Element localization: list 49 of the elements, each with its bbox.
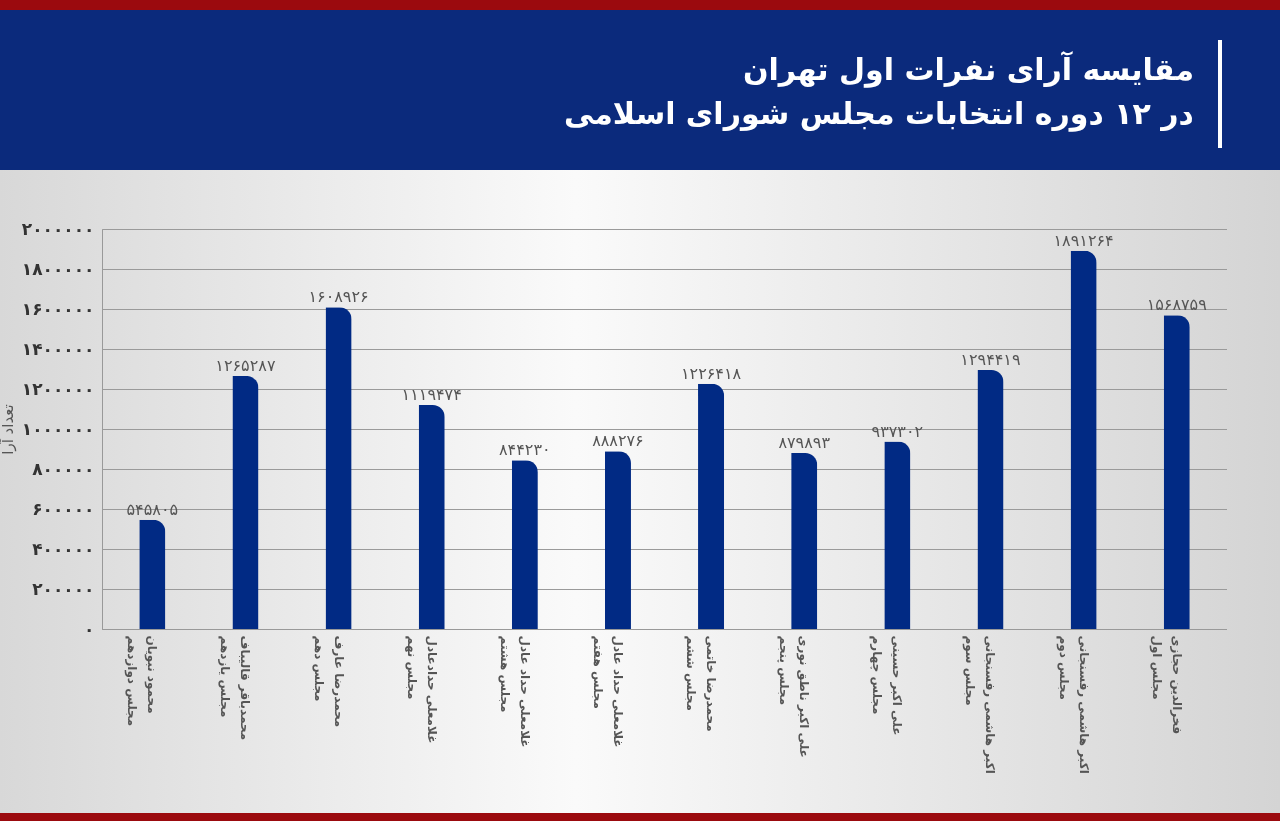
data-label: ۸۴۴۲۳۰ [499,440,551,460]
data-label: ۸۸۸۲۷۶ [592,431,644,451]
x-tick-label: محمدرضا عارف مجلس دهم [311,635,346,728]
y-tick-label: ۶۰۰۰۰۰ [32,498,95,519]
data-label: ۹۳۷۳۰۲ [871,421,924,441]
y-tick-label: ۲۰۰۰۰۰۰ [21,218,95,239]
bar [698,383,725,629]
bar [139,519,166,629]
x-tick-label: غلامعلی حداد عادل مجلس هفتم [590,635,625,748]
bar [604,451,631,629]
x-tick-label: غلامعلی حداد عادل مجلس هشتم [497,635,532,748]
x-tick-label: محمود نبویان مجلس دوازدهم [124,635,160,727]
y-tick-label: ۱۶۰۰۰۰۰ [21,298,95,319]
y-tick-label: ۱۴۰۰۰۰۰ [21,338,95,359]
y-tick-label: ۱۲۰۰۰۰۰ [21,378,95,399]
x-tick-label: اکبر هاشمی رفسنجانی مجلس سوم [962,635,998,774]
bar [1070,250,1097,629]
bar [232,375,259,629]
data-label: ۱۲۲۶۴۱۸ [680,363,742,383]
y-tick-label: ۰ [84,618,95,639]
x-tick-label: محمدرضا خاتمی مجلس ششم [684,635,719,732]
y-tick-label: ۲۰۰۰۰۰ [32,578,95,599]
data-label: ۱۲۶۵۲۸۷ [215,355,276,375]
x-tick-label: غلامعلی حدادعادل مجلس نهم [404,635,439,744]
bar [977,370,1004,629]
data-label: ۱۵۶۸۷۵۹ [1146,295,1207,315]
bar [511,460,538,629]
data-label: ۱۶۰۸۹۲۶ [308,287,369,307]
x-tick-label: فخرالدین حجازی مجلس اول [1148,635,1184,735]
bar [884,441,911,629]
chart-subtitle: در ۱۲ دوره انتخابات مجلس شورای اسلامی [563,95,1194,134]
x-tick-label: اکبر هاشمی رفسنجانی مجلس دوم [1055,635,1091,774]
x-tick-label: علی اکبر ناطق نوری مجلس پنجم [777,635,812,758]
data-label: ۸۷۹۸۹۳ [778,433,831,453]
y-tick-label: ۸۰۰۰۰۰ [32,458,95,479]
chart-title: مقایسه آرای نفرات اول تهران [741,50,1194,90]
data-label: ۵۴۵۸۰۵ [126,499,179,519]
data-label: ۱۸۹۱۲۶۴ [1053,230,1114,250]
data-label: ۱۱۱۹۴۷۴ [401,385,462,405]
x-tick-label: محمدباقر قالیباف مجلس یازدهم [218,635,253,741]
y-tick-label: ۴۰۰۰۰۰ [32,538,95,559]
data-label: ۱۲۹۴۴۱۹ [960,350,1021,370]
bar [418,405,445,629]
bar [1163,315,1190,629]
y-tick-label: ۱۸۰۰۰۰۰ [21,258,95,279]
y-tick-label: ۱۰۰۰۰۰۰ [21,418,95,439]
x-tick-label: علی اکبر حسینی مجلس چهارم [869,635,905,736]
bar [325,307,352,629]
bar [791,453,818,629]
